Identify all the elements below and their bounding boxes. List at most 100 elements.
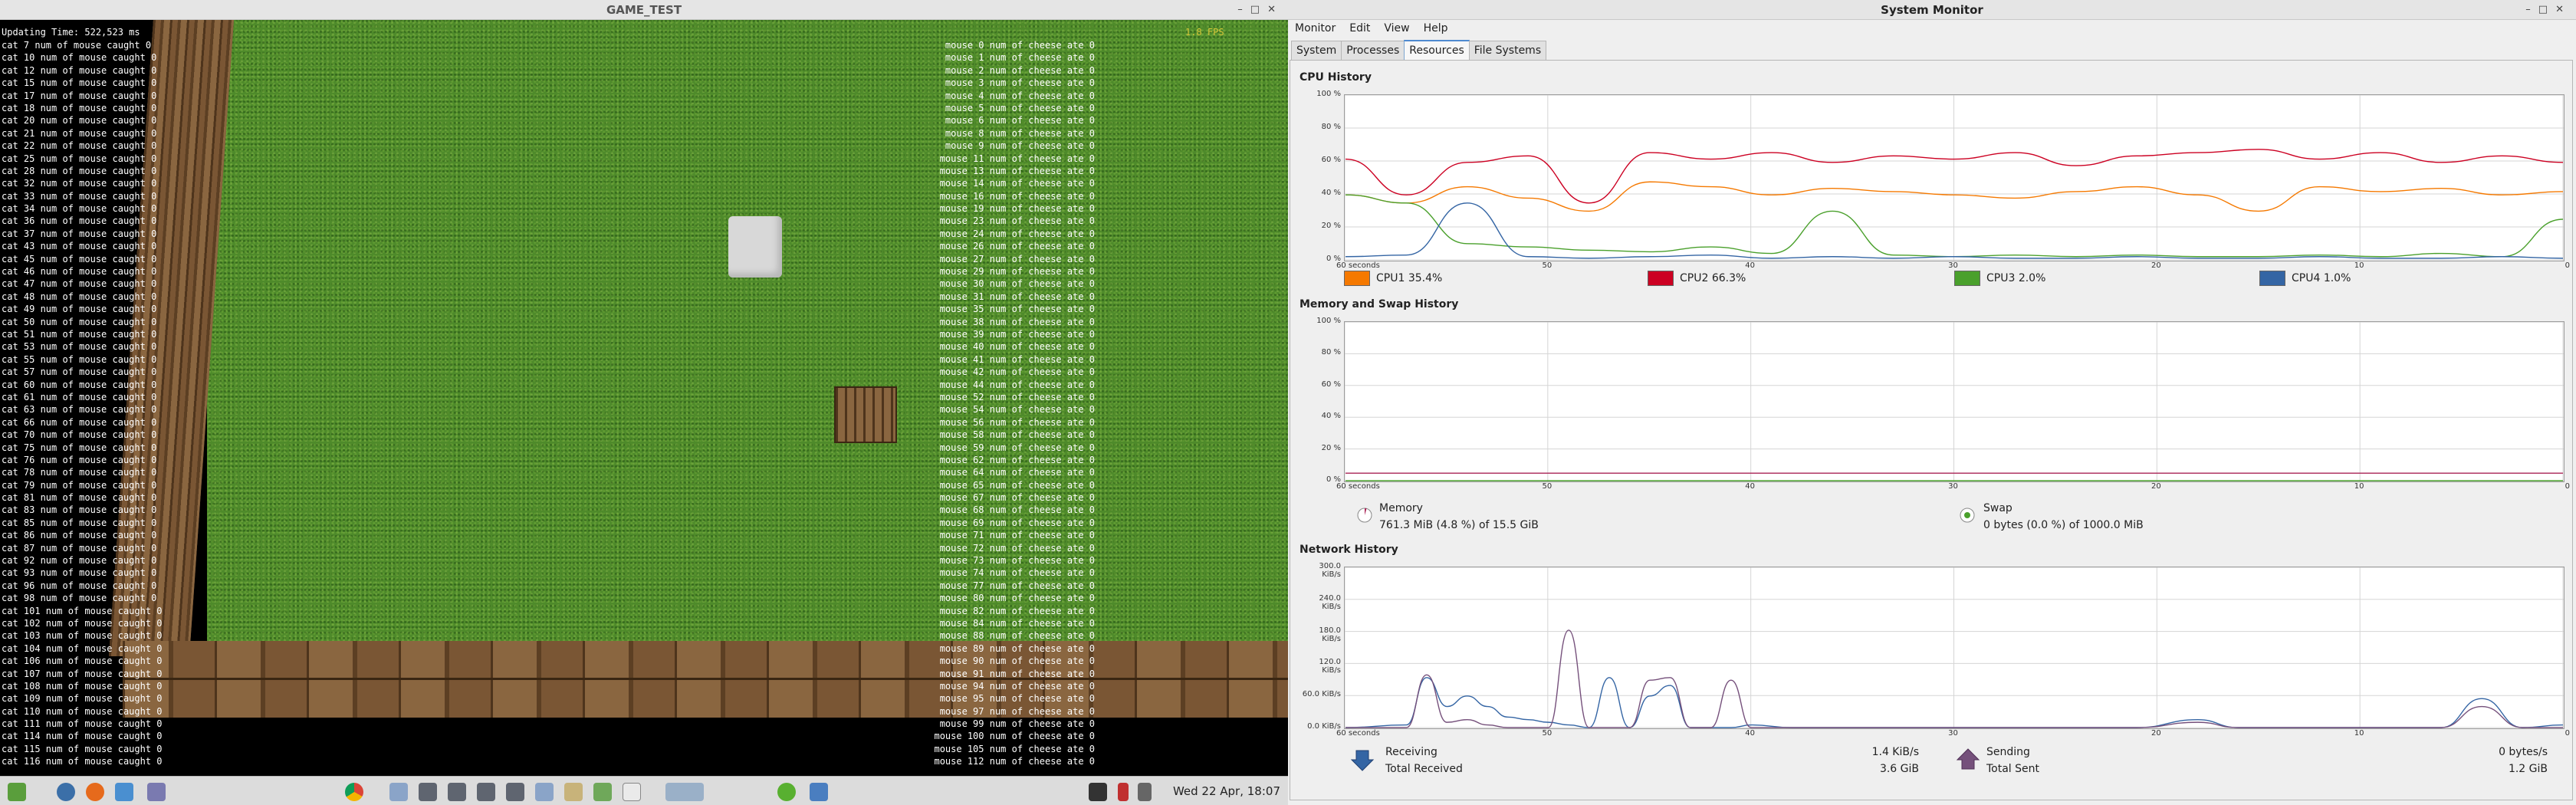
window-controls: –□✕ — [1237, 0, 1283, 20]
cat-log-line: cat 46 num of mouse caught 0 — [2, 266, 157, 278]
y-tick-label: 20 % — [1321, 443, 1341, 452]
resources-panel: CPU History CPU1 35.4% CPU2 66.3% CPU3 2.0… — [1290, 60, 2573, 800]
game-window-titlebar[interactable]: GAME_TEST –□✕ — [0, 0, 1288, 20]
close-icon[interactable]: ✕ — [1267, 4, 1283, 15]
y-tick-label: 0 % — [1326, 255, 1341, 263]
close-icon[interactable]: ✕ — [2555, 4, 2571, 15]
minimize-icon[interactable]: – — [1237, 4, 1250, 15]
series-line-cpu1 — [1345, 181, 2564, 212]
game-viewport[interactable]: 1.8 FPS Updating Time: 522,523 ms cat 7 … — [0, 20, 1288, 776]
mouse-log-line: mouse 100 num of cheese ate 0 — [934, 731, 1095, 742]
color-swatch[interactable] — [1344, 271, 1370, 286]
window-button-2[interactable] — [419, 783, 437, 801]
menu-help[interactable]: Help — [1423, 22, 1448, 34]
minimize-icon[interactable]: – — [2525, 4, 2538, 15]
cat-log-line: cat 50 num of mouse caught 0 — [2, 316, 157, 327]
mouse-log-line: mouse 8 num of cheese ate 0 — [945, 127, 1095, 139]
y-tick-label: 0 % — [1326, 475, 1341, 484]
window-button-5[interactable] — [506, 783, 524, 801]
receiving-label: Receiving — [1385, 746, 1438, 758]
cat-log-line: cat 92 num of mouse caught 0 — [2, 555, 157, 567]
color-swatch[interactable] — [1954, 271, 1980, 286]
cat-log: cat 7 num of mouse caught 0 cat 10 num of… — [2, 39, 163, 768]
cat-log-line: cat 61 num of mouse caught 0 — [2, 391, 157, 402]
tool-icon[interactable] — [115, 783, 133, 801]
window-button-3[interactable] — [448, 783, 466, 801]
firefox-icon[interactable] — [86, 783, 104, 801]
tab-bar: System Processes Resources File Systems — [1291, 40, 1547, 60]
cpu-legend-item-4[interactable]: CPU4 1.0% — [2259, 271, 2351, 286]
window-button-4[interactable] — [477, 783, 495, 801]
total-received-value: 3.6 GiB — [1879, 763, 1919, 775]
mouse-log-line: mouse 80 num of cheese ate 0 — [939, 593, 1095, 604]
app-menu-icon[interactable] — [8, 783, 26, 801]
x-tick-label: 40 — [1745, 261, 1756, 270]
x-tick-label: 50 — [1542, 482, 1552, 491]
menu-edit[interactable]: Edit — [1349, 22, 1371, 34]
y-tick-label: 100 % — [1316, 90, 1341, 98]
x-tick-label: 30 — [1948, 261, 1958, 270]
cat-log-line: cat 86 num of mouse caught 0 — [2, 530, 157, 541]
cpu-legend-item-2[interactable]: CPU2 66.3% — [1648, 271, 1746, 286]
y-tick-label: 60 % — [1321, 156, 1341, 164]
color-swatch[interactable] — [1648, 271, 1674, 286]
mouse-log-line: mouse 112 num of cheese ate 0 — [934, 756, 1095, 767]
window-button-9[interactable] — [623, 783, 641, 801]
swap-pie-icon — [1960, 508, 1975, 523]
tab-resources[interactable]: Resources — [1404, 40, 1470, 60]
x-tick-label: 20 — [2150, 261, 2161, 270]
maximize-icon[interactable]: □ — [1250, 4, 1268, 15]
window-button-1[interactable] — [389, 783, 408, 801]
volume-icon[interactable] — [1138, 783, 1152, 801]
memory-graph — [1344, 321, 2564, 482]
x-tick-label: 20 — [2150, 729, 2161, 738]
game-window-title: GAME_TEST — [606, 3, 682, 17]
mouse-log-line: mouse 41 num of cheese ate 0 — [939, 353, 1095, 365]
tab-system[interactable]: System — [1291, 41, 1342, 60]
clock[interactable]: Wed 22 Apr, 18:07 — [1172, 784, 1280, 798]
workspace-switcher[interactable] — [665, 783, 704, 801]
cat-log-line: cat 79 num of mouse caught 0 — [2, 479, 157, 491]
mouse-log-line: mouse 54 num of cheese ate 0 — [939, 404, 1095, 416]
cat-log-line: cat 93 num of mouse caught 0 — [2, 567, 157, 579]
y-tick-label: 240.0 KiB/s — [1319, 593, 1341, 611]
menubar: Monitor Edit View Help — [1288, 20, 2576, 38]
window-button-6[interactable] — [535, 783, 554, 801]
cpu-graph — [1344, 94, 2564, 261]
menu-monitor[interactable]: Monitor — [1295, 22, 1336, 34]
files-icon[interactable] — [810, 783, 828, 801]
window-button-7[interactable] — [564, 783, 583, 801]
window-button-8[interactable] — [593, 783, 612, 801]
x-tick-label: 10 — [2354, 482, 2364, 491]
chrome-icon[interactable] — [345, 783, 363, 801]
x-tick-label: 10 — [2354, 729, 2364, 738]
cpu-legend-item-1[interactable]: CPU1 35.4% — [1344, 271, 1442, 286]
help-icon[interactable] — [147, 783, 166, 801]
maximize-icon[interactable]: □ — [2538, 4, 2556, 15]
cat-log-line: cat 28 num of mouse caught 0 — [2, 165, 157, 176]
runner-icon[interactable] — [777, 783, 796, 801]
mouse-log-line: mouse 1 num of cheese ate 0 — [945, 52, 1095, 64]
receiving-value: 1.4 KiB/s — [1871, 746, 1919, 758]
cat-log-line: cat 96 num of mouse caught 0 — [2, 580, 157, 591]
cpu-history-title: CPU History — [1300, 71, 1372, 84]
mouse-log-line: mouse 24 num of cheese ate 0 — [939, 228, 1095, 239]
monitor-tray-icon[interactable] — [1089, 783, 1107, 801]
color-swatch[interactable] — [2259, 271, 2285, 286]
y-tick-label: 300.0 KiB/s — [1319, 562, 1341, 579]
cat-log-line: cat 57 num of mouse caught 0 — [2, 366, 157, 378]
network-tray-icon[interactable] — [1118, 783, 1129, 801]
thunderbird-icon[interactable] — [57, 783, 75, 801]
mouse-log-line: mouse 42 num of cheese ate 0 — [939, 366, 1095, 378]
cat-log-line: cat 102 num of mouse caught 0 — [2, 617, 163, 629]
cat-log-line: cat 45 num of mouse caught 0 — [2, 253, 157, 264]
cat-log-line: cat 21 num of mouse caught 0 — [2, 127, 157, 139]
memory-value: 761.3 MiB (4.8 %) of 15.5 GiB — [1379, 519, 1539, 531]
mouse-log-line: mouse 13 num of cheese ate 0 — [939, 165, 1095, 176]
tab-processes[interactable]: Processes — [1341, 41, 1405, 60]
sysmon-titlebar[interactable]: System Monitor –□✕ — [1288, 0, 2576, 20]
menu-view[interactable]: View — [1384, 22, 1410, 34]
cat-log-line: cat 83 num of mouse caught 0 — [2, 504, 157, 516]
cpu-legend-item-3[interactable]: CPU3 2.0% — [1954, 271, 2045, 286]
tab-file-systems[interactable]: File Systems — [1468, 41, 1547, 60]
